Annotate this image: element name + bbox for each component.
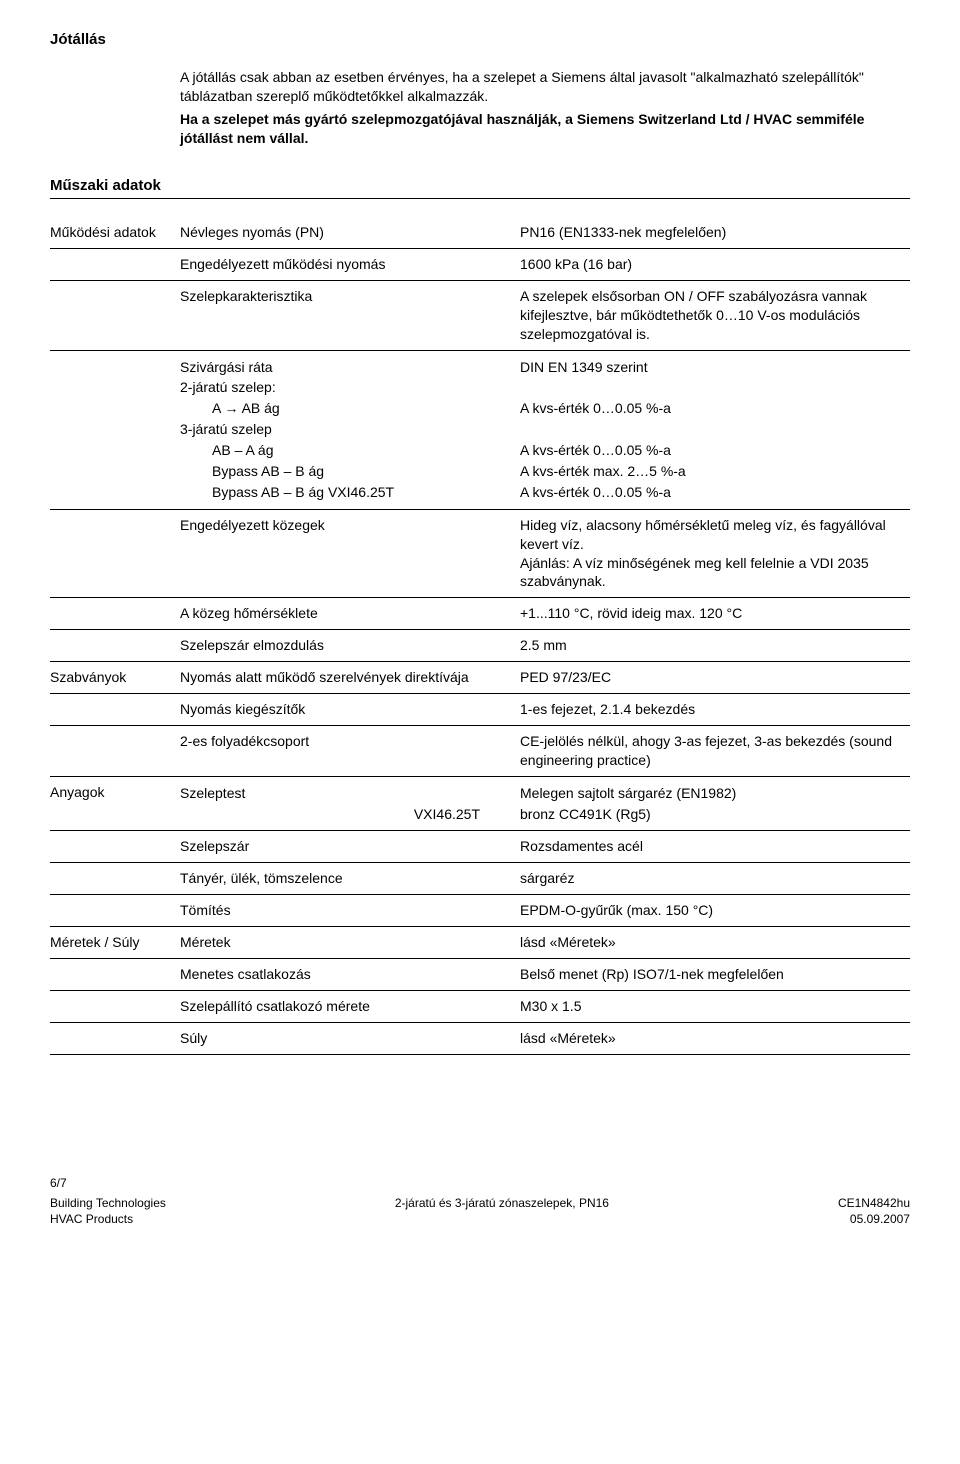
three-c-label: Bypass AB – B ág VXI46.25T bbox=[180, 483, 520, 502]
opn-value: 1600 kPa (16 bar) bbox=[520, 255, 910, 274]
plug-value: sárgaréz bbox=[520, 869, 910, 888]
body-label: Szeleptest bbox=[180, 784, 520, 803]
seal-label: Tömítés bbox=[180, 901, 520, 920]
body-value: Melegen sajtolt sárgaréz (EN1982) bbox=[520, 784, 910, 803]
row-body-block: Anyagok SzeleptestMelegen sajtolt sárgar… bbox=[50, 777, 910, 832]
row-actuator-conn: Szelepállító csatlakozó mérete M30 x 1.5 bbox=[50, 991, 910, 1023]
two-a-label: A → AB ág bbox=[180, 399, 520, 418]
warranty-p1: A jótállás csak abban az esetben érvénye… bbox=[180, 68, 910, 106]
row-thread: Menetes csatlakozás Belső menet (Rp) ISO… bbox=[50, 959, 910, 991]
three-b-label: Bypass AB – B ág bbox=[180, 462, 520, 481]
body2-label: VXI46.25T bbox=[180, 805, 520, 824]
pn-label: Névleges nyomás (PN) bbox=[180, 223, 520, 242]
footer-right1: CE1N4842hu bbox=[838, 1195, 910, 1211]
fluid-label: 2-es folyadékcsoport bbox=[180, 732, 520, 751]
char-label: Szelepkarakterisztika bbox=[180, 287, 520, 306]
footer-center1: 2-járatú és 3-járatú zónaszelepek, PN16 bbox=[395, 1195, 609, 1211]
warranty-text: A jótállás csak abban az esetben érvénye… bbox=[180, 68, 910, 148]
ped-value: PED 97/23/EC bbox=[520, 668, 910, 687]
pn-value: PN16 (EN1333-nek megfelelően) bbox=[520, 223, 910, 242]
row-temp: A közeg hőmérséklete +1...110 °C, rövid … bbox=[50, 598, 910, 630]
page-footer: 6/7 Building Technologies 2-járatú és 3-… bbox=[50, 1175, 910, 1228]
three-port-label: 3-járatú szelep bbox=[180, 420, 520, 439]
thread-value: Belső menet (Rp) ISO7/1-nek megfelelően bbox=[520, 965, 910, 984]
stem-value: Rozsdamentes acél bbox=[520, 837, 910, 856]
warranty-p2: Ha a szelepet más gyártó szelepmozgatójá… bbox=[180, 110, 910, 148]
page-number: 6/7 bbox=[50, 1175, 910, 1191]
group-dims: Méretek / Súly bbox=[50, 933, 180, 952]
row-stroke: Szelepszár elmozdulás 2.5 mm bbox=[50, 630, 910, 662]
char-value: A szelepek elsősorban ON / OFF szabályoz… bbox=[520, 287, 910, 344]
dim-value: lásd «Méretek» bbox=[520, 933, 910, 952]
weight-label: Súly bbox=[180, 1029, 520, 1048]
temp-value: +1...110 °C, rövid ideig max. 120 °C bbox=[520, 604, 910, 623]
row-plug: Tányér, ülék, tömszelence sárgaréz bbox=[50, 863, 910, 895]
group-materials: Anyagok bbox=[50, 783, 180, 825]
group-operating: Működési adatok bbox=[50, 223, 180, 242]
thread-label: Menetes csatlakozás bbox=[180, 965, 520, 984]
two-port-label: 2-járatú szelep: bbox=[180, 378, 520, 397]
dim-label: Méretek bbox=[180, 933, 520, 952]
row-dimensions: Méretek / Súly Méretek lásd «Méretek» bbox=[50, 927, 910, 959]
row-media: Engedélyezett közegek Hideg víz, alacson… bbox=[50, 510, 910, 599]
weight-value: lásd «Méretek» bbox=[520, 1029, 910, 1048]
row-weight: Súly lásd «Méretek» bbox=[50, 1023, 910, 1055]
press-label: Nyomás kiegészítők bbox=[180, 700, 520, 719]
group-standards: Szabványok bbox=[50, 668, 180, 687]
stroke-value: 2.5 mm bbox=[520, 636, 910, 655]
footer-left1: Building Technologies bbox=[50, 1195, 166, 1211]
three-c-value: A kvs-érték 0…0.05 %-a bbox=[520, 483, 910, 502]
ped-label: Nyomás alatt működő szerelvények direktí… bbox=[180, 668, 520, 687]
three-b-value: A kvs-érték max. 2…5 %-a bbox=[520, 462, 910, 481]
press-value: 1-es fejezet, 2.1.4 bekezdés bbox=[520, 700, 910, 719]
three-a-value: A kvs-érték 0…0.05 %-a bbox=[520, 441, 910, 460]
opn-label: Engedélyezett működési nyomás bbox=[180, 255, 520, 274]
plug-label: Tányér, ülék, tömszelence bbox=[180, 869, 520, 888]
row-op-pressure: Engedélyezett működési nyomás 1600 kPa (… bbox=[50, 249, 910, 281]
row-seal: Tömítés EPDM-O-gyűrűk (max. 150 °C) bbox=[50, 895, 910, 927]
body2-value: bronz CC491K (Rg5) bbox=[520, 805, 910, 824]
act-label: Szelepállító csatlakozó mérete bbox=[180, 997, 520, 1016]
footer-right2: 05.09.2007 bbox=[850, 1211, 910, 1227]
act-value: M30 x 1.5 bbox=[520, 997, 910, 1016]
leak-label: Szivárgási ráta bbox=[180, 358, 520, 377]
stroke-label: Szelepszár elmozdulás bbox=[180, 636, 520, 655]
three-a-label: AB – A ág bbox=[180, 441, 520, 460]
tech-data-heading: Műszaki adatok bbox=[50, 176, 910, 199]
footer-left2: HVAC Products bbox=[50, 1211, 133, 1227]
media-value: Hideg víz, alacsony hőmérsékletű meleg v… bbox=[520, 516, 910, 592]
temp-label: A közeg hőmérséklete bbox=[180, 604, 520, 623]
row-ped: Szabványok Nyomás alatt működő szerelvén… bbox=[50, 662, 910, 694]
row-stem: Szelepszár Rozsdamentes acél bbox=[50, 831, 910, 863]
row-press-acc: Nyomás kiegészítők 1-es fejezet, 2.1.4 b… bbox=[50, 694, 910, 726]
warranty-heading: Jótállás bbox=[50, 30, 910, 50]
stem-label: Szelepszár bbox=[180, 837, 520, 856]
fluid-value: CE-jelölés nélkül, ahogy 3-as fejezet, 3… bbox=[520, 732, 910, 770]
row-leakage-block: Szivárgási rátaDIN EN 1349 szerint 2-jár… bbox=[50, 351, 910, 510]
seal-value: EPDM-O-gyűrűk (max. 150 °C) bbox=[520, 901, 910, 920]
leak-value: DIN EN 1349 szerint bbox=[520, 358, 910, 377]
media-label: Engedélyezett közegek bbox=[180, 516, 520, 535]
row-fluid-group: 2-es folyadékcsoport CE-jelölés nélkül, … bbox=[50, 726, 910, 777]
row-characteristic: Szelepkarakterisztika A szelepek elsősor… bbox=[50, 281, 910, 351]
two-a-value: A kvs-érték 0…0.05 %-a bbox=[520, 399, 910, 418]
row-nominal-pressure: Működési adatok Névleges nyomás (PN) PN1… bbox=[50, 217, 910, 249]
